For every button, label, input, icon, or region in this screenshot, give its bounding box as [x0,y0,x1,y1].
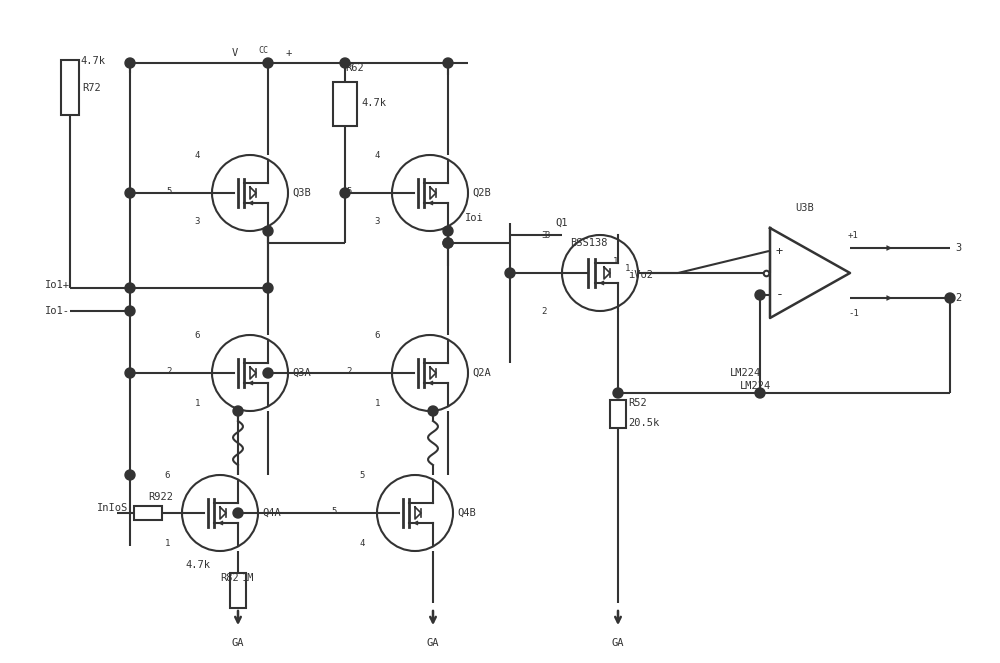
Text: GA: GA [612,638,624,648]
Text: 2: 2 [137,507,142,516]
Circle shape [125,306,135,316]
Text: 1: 1 [195,398,200,408]
Text: R52: R52 [628,398,647,408]
Bar [61,60,79,115]
Circle shape [377,475,453,551]
Circle shape [443,238,453,248]
Text: V: V [232,48,238,58]
Text: Io1-: Io1- [45,306,70,316]
Circle shape [125,283,135,293]
Text: +: + [285,48,291,58]
Text: 4: 4 [360,538,365,548]
Circle shape [392,335,468,411]
Circle shape [562,235,638,311]
Text: U3B: U3B [795,203,814,213]
Text: Io1+: Io1+ [45,280,70,290]
Circle shape [233,406,243,416]
Circle shape [125,368,135,378]
Circle shape [755,388,765,398]
Text: 1: 1 [613,257,618,265]
Circle shape [263,226,273,236]
Circle shape [263,58,273,68]
Text: 20.5k: 20.5k [628,418,659,428]
Text: LM224: LM224 [730,368,761,378]
Circle shape [443,58,453,68]
Circle shape [263,283,273,293]
Circle shape [505,268,515,278]
Text: 3: 3 [545,231,550,239]
Text: Q4B: Q4B [457,508,476,518]
Text: Q2A: Q2A [472,368,491,378]
Text: iVo2: iVo2 [628,270,653,280]
Bar [230,573,246,608]
Bar [333,82,357,126]
Text: 1: 1 [165,538,170,548]
Text: LM224: LM224 [740,381,771,391]
Text: R82: R82 [220,573,239,583]
Circle shape [263,368,273,378]
Text: 3: 3 [195,217,200,225]
Text: R62: R62 [345,63,364,73]
Text: 6: 6 [195,330,200,339]
Text: 5: 5 [360,471,365,479]
Text: 6: 6 [375,330,380,339]
Text: Q3B: Q3B [292,188,311,198]
Circle shape [443,226,453,236]
Text: 2: 2 [347,367,352,375]
Circle shape [233,508,243,518]
Text: 3: 3 [542,231,547,239]
Circle shape [755,290,765,300]
Circle shape [945,293,955,303]
Circle shape [613,388,623,398]
Text: Q1: Q1 [555,218,568,228]
Circle shape [125,470,135,480]
Text: Ioi: Ioi [465,213,484,223]
Text: 4.7k: 4.7k [80,56,105,66]
Text: Q3A: Q3A [292,368,311,378]
Circle shape [125,188,135,198]
Text: 4.7k: 4.7k [185,560,210,570]
Text: 3: 3 [955,243,961,253]
Circle shape [182,475,258,551]
Text: 4.7k: 4.7k [361,98,386,108]
Circle shape [340,188,350,198]
Bar [610,400,626,428]
Text: 1M: 1M [242,573,255,583]
Text: Q4A: Q4A [262,508,281,518]
Text: BSS138: BSS138 [570,238,608,248]
Text: Q2B: Q2B [472,188,491,198]
Circle shape [392,155,468,231]
Text: 4: 4 [375,151,380,160]
Circle shape [125,58,135,68]
Circle shape [340,58,350,68]
Text: 2: 2 [167,367,172,375]
Text: 5: 5 [347,186,352,196]
Text: -: - [776,288,784,302]
Text: 1: 1 [625,263,630,272]
Bar [134,506,162,520]
Circle shape [212,155,288,231]
Text: GA: GA [232,638,244,648]
Circle shape [212,335,288,411]
Text: 3: 3 [375,217,380,225]
Text: +1: +1 [848,231,859,239]
Text: 2: 2 [955,293,961,303]
Text: -1: -1 [848,308,859,318]
Text: InIoS: InIoS [97,503,128,513]
Circle shape [428,406,438,416]
Text: CC: CC [258,46,268,54]
Text: 2: 2 [542,306,547,316]
Text: +: + [776,245,783,257]
Text: 6: 6 [165,471,170,479]
Circle shape [443,238,453,248]
Text: 5: 5 [167,186,172,196]
Text: R72: R72 [82,83,101,93]
Text: 5: 5 [332,507,337,516]
Text: GA: GA [427,638,439,648]
Text: 4: 4 [195,151,200,160]
Text: 1: 1 [375,398,380,408]
Text: R922: R922 [148,492,173,502]
